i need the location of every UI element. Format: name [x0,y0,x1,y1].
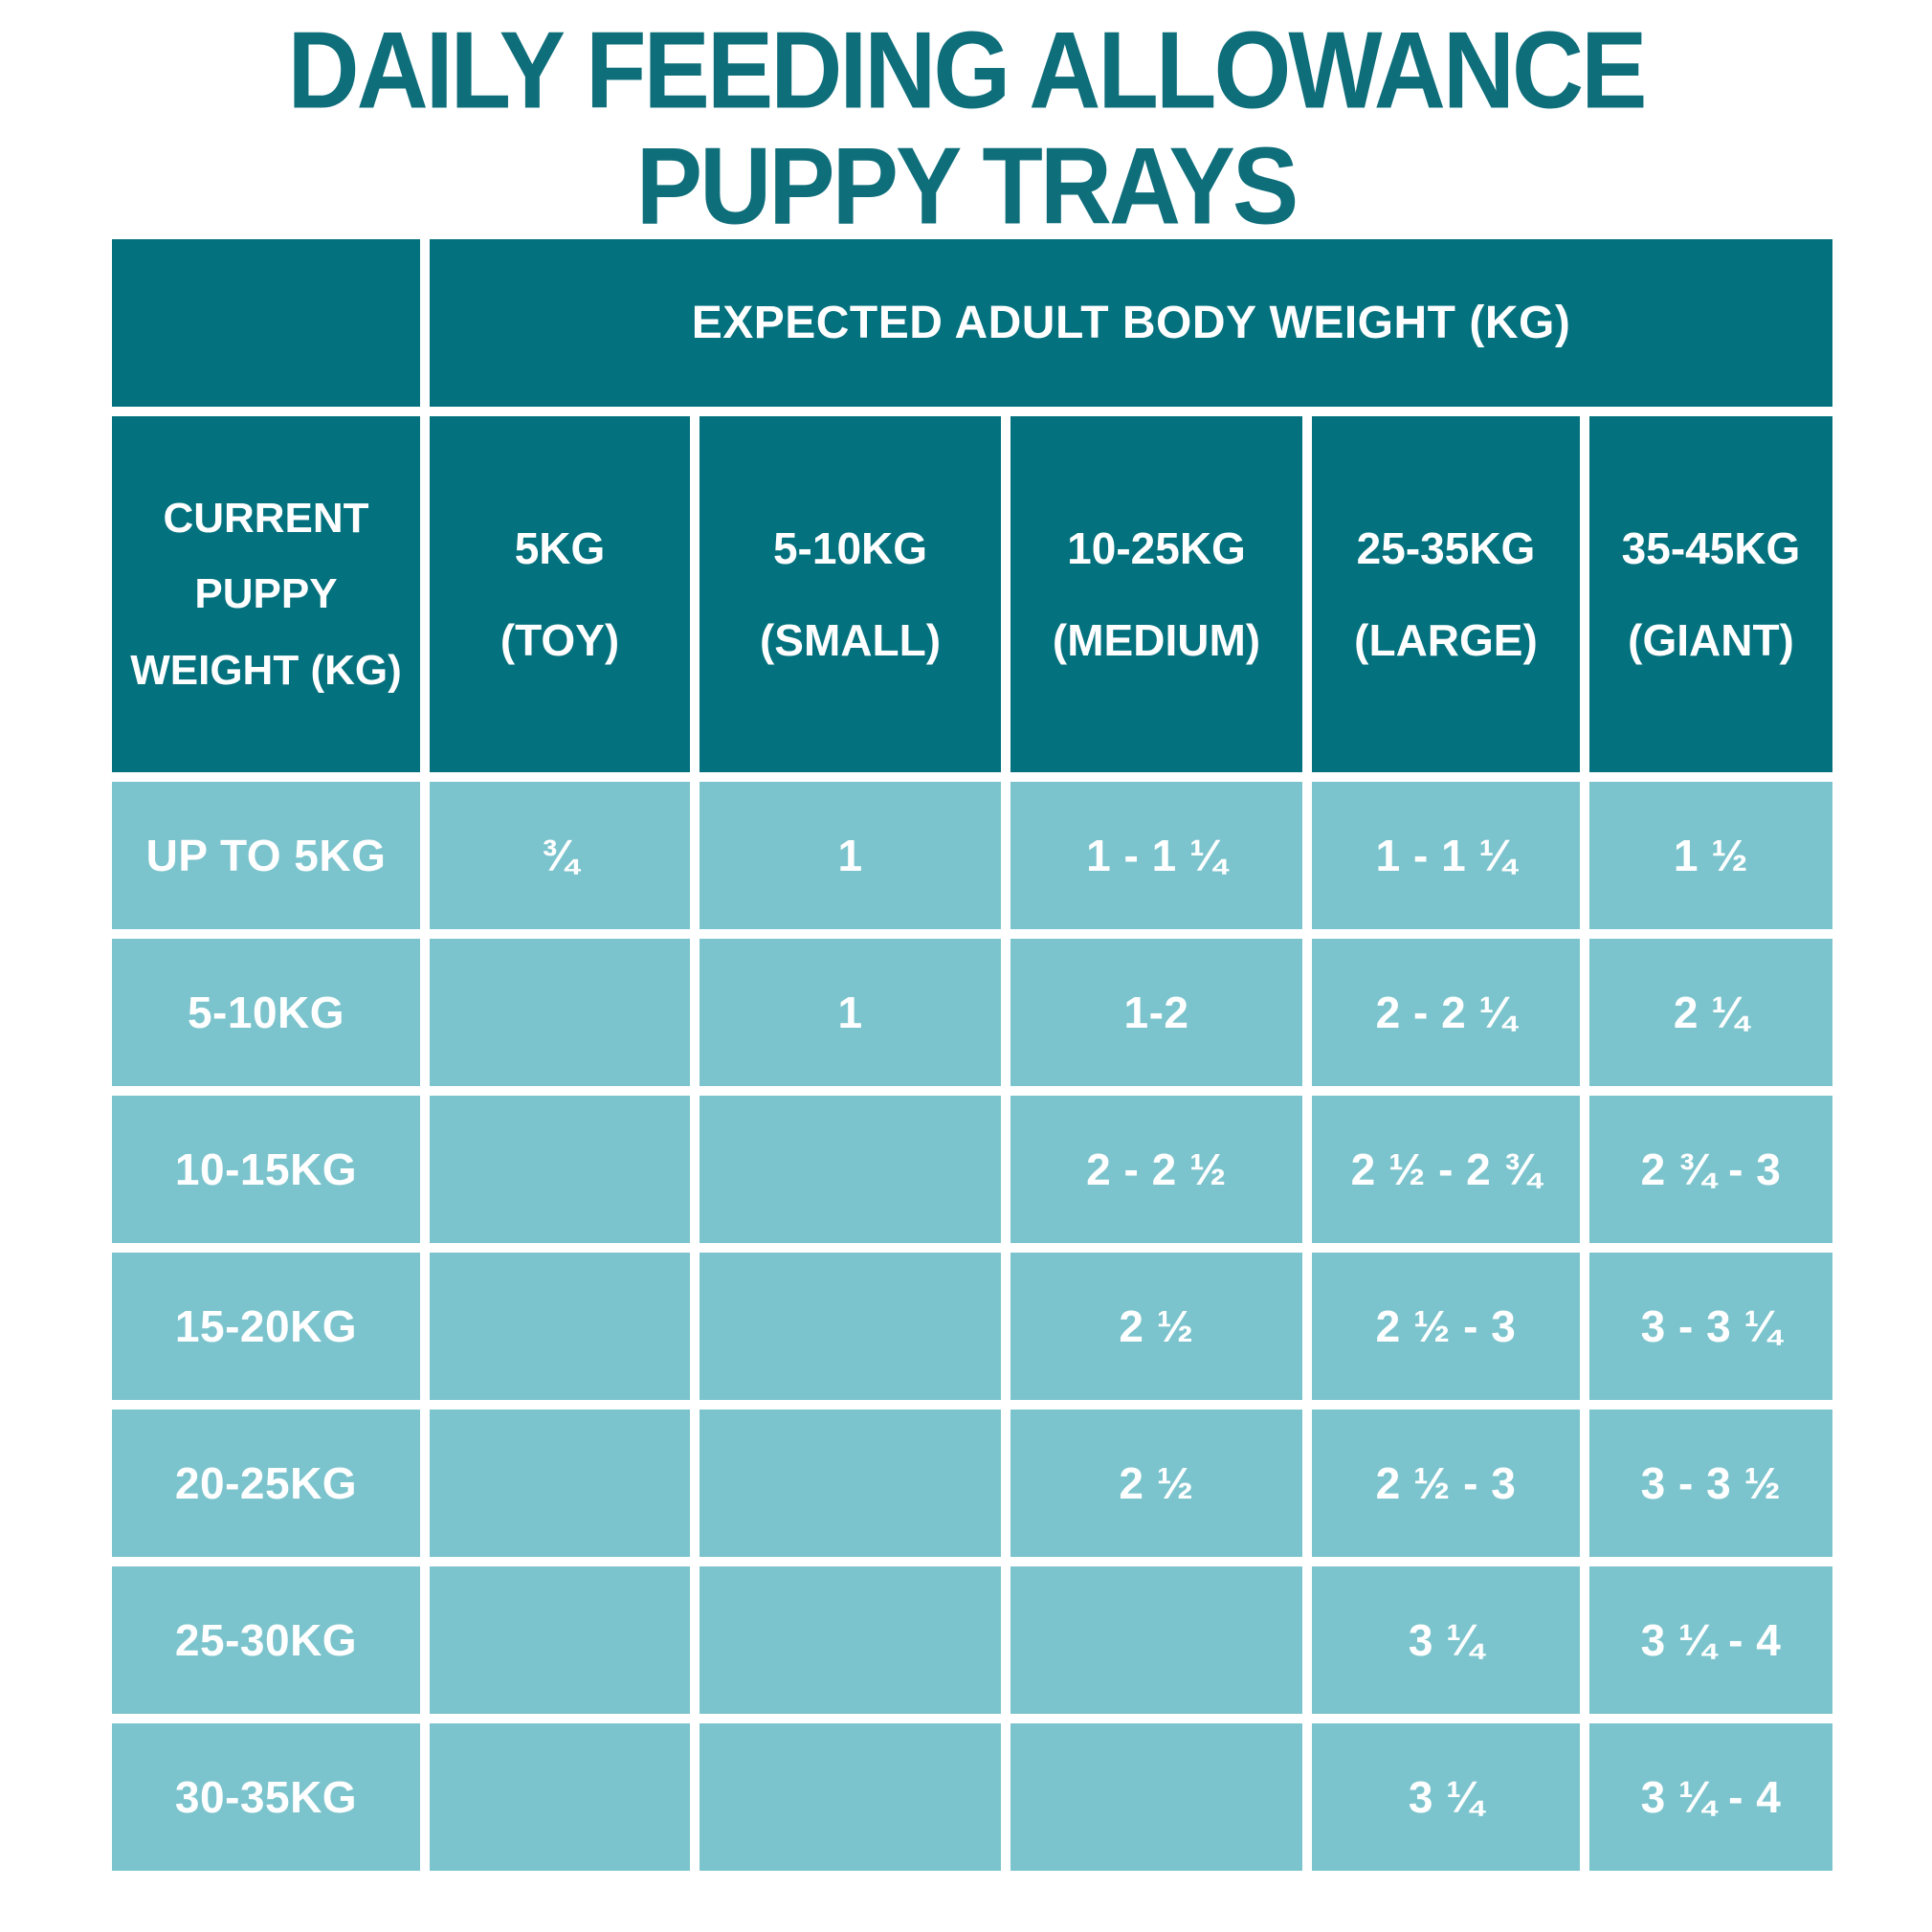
data-cell [430,1723,690,1871]
top-header-cell: EXPECTED ADULT BODY WEIGHT (KG) [430,239,1832,407]
data-cell [430,1253,690,1400]
col-header-current-puppy-weight: CURRENT PUPPY WEIGHT (KG) [112,416,420,772]
data-cell [430,939,690,1086]
col-header-large-size: (LARGE) [1354,615,1538,665]
data-cell-value: 2 ¾ - 3 [1640,1144,1782,1194]
data-cell [700,1096,1001,1243]
data-cell: ¾ [430,782,690,929]
data-cell-value: 1 - 1 ¼ [1086,831,1227,880]
row-label-text: 20-25KG [174,1458,358,1508]
row-label-text: UP TO 5KG [145,831,387,880]
data-cell-value: 2 - 2 ½ [1086,1144,1227,1194]
data-cell: 3 - 3 ¼ [1589,1253,1832,1400]
data-cell: 2 - 2 ½ [1010,1096,1302,1243]
col-header-large: 25-35KG (LARGE) [1312,416,1580,772]
data-cell-value: 2 ½ [1119,1301,1194,1351]
data-cell: 3 ¼ - 4 [1589,1566,1832,1714]
data-cell: 2 ½ - 3 [1312,1410,1580,1557]
data-cell-value: 2 ½ - 2 ¾ [1350,1144,1542,1194]
col-header-small-range: 5-10KG [772,523,928,573]
data-cell [1010,1566,1302,1714]
data-cell [430,1566,690,1714]
row-label: 30-35KG [112,1723,420,1871]
data-cell-value: 2 ½ [1119,1458,1194,1508]
data-cell-value: 1 [837,988,863,1037]
page-title: DAILY FEEDING ALLOWANCE PUPPY TRAYS [0,8,1932,247]
data-cell [430,1096,690,1243]
page-title-line2: PUPPY TRAYS [635,124,1299,248]
data-cell-value: 1 [837,831,863,880]
data-cell [700,1723,1001,1871]
data-cell-value: 3 ¼ [1408,1615,1484,1665]
data-cell: 3 - 3 ½ [1589,1410,1832,1557]
data-cell-value: 1 ½ [1673,831,1749,880]
data-cell: 2 ½ [1010,1410,1302,1557]
data-cell: 3 ¼ [1312,1723,1580,1871]
data-cell: 3 ¼ - 4 [1589,1723,1832,1871]
data-cell-value: ¾ [541,831,579,880]
col-header-toy-range: 5KG [514,523,606,573]
col-header-giant-size: (GIANT) [1628,615,1794,665]
row-label-text: 15-20KG [174,1301,358,1351]
data-cell-value: 3 - 3 ½ [1640,1458,1782,1508]
row-label-text: 5-10KG [187,988,345,1037]
col-header-small-size: (SMALL) [759,615,942,665]
col-header-medium-size: (MEDIUM) [1052,615,1261,665]
top-header-label: EXPECTED ADULT BODY WEIGHT (KG) [691,298,1571,348]
data-cell: 1 - 1 ¼ [1010,782,1302,929]
row-label: 10-15KG [112,1096,420,1243]
row-label-text: 30-35KG [174,1772,358,1822]
row-label: 20-25KG [112,1410,420,1557]
data-cell [430,1410,690,1557]
row-label: 15-20KG [112,1253,420,1400]
data-cell-value: 3 ¼ [1408,1772,1484,1822]
data-cell: 2 ¼ [1589,939,1832,1086]
data-cell-value: 2 ½ - 3 [1375,1301,1517,1351]
data-cell-value: 2 ¼ [1673,988,1749,1037]
data-cell [700,1566,1001,1714]
data-cell: 2 ½ - 2 ¾ [1312,1096,1580,1243]
data-cell: 2 ¾ - 3 [1589,1096,1832,1243]
corner-blank-cell [112,239,420,407]
col-header-small: 5-10KG (SMALL) [700,416,1001,772]
data-cell-value: 3 ¼ - 4 [1640,1772,1782,1822]
data-cell: 3 ¼ [1312,1566,1580,1714]
row-label: 5-10KG [112,939,420,1086]
data-cell: 2 - 2 ¼ [1312,939,1580,1086]
col-header-toy-size: (TOY) [500,615,620,665]
col-header-giant-range: 35-45KG [1621,523,1801,573]
col-header-toy: 5KG (TOY) [430,416,690,772]
data-cell-value: 1-2 [1123,988,1189,1037]
data-cell-value: 3 - 3 ¼ [1640,1301,1782,1351]
data-cell-value: 1 - 1 ¼ [1375,831,1517,880]
data-cell [1010,1723,1302,1871]
col-header-giant: 35-45KG (GIANT) [1589,416,1832,772]
data-cell: 1-2 [1010,939,1302,1086]
col-header-medium: 10-25KG (MEDIUM) [1010,416,1302,772]
data-cell-value: 2 ½ - 3 [1375,1458,1517,1508]
data-cell: 2 ½ - 3 [1312,1253,1580,1400]
row-label: 25-30KG [112,1566,420,1714]
row-label-text: 25-30KG [174,1615,358,1665]
data-cell-value: 3 ¼ - 4 [1640,1615,1782,1665]
row-label: UP TO 5KG [112,782,420,929]
row-label-text: 10-15KG [174,1144,358,1194]
data-cell [700,1410,1001,1557]
data-cell: 1 - 1 ¼ [1312,782,1580,929]
feeding-allowance-table: EXPECTED ADULT BODY WEIGHT (KG) CURRENT … [112,239,1832,1871]
col-header-current-puppy-weight-label: CURRENT PUPPY WEIGHT (KG) [130,495,402,694]
page-title-line1: DAILY FEEDING ALLOWANCE [287,10,1648,132]
col-header-large-range: 25-35KG [1356,523,1536,573]
data-cell: 1 [700,939,1001,1086]
data-cell-value: 2 - 2 ¼ [1375,988,1517,1037]
data-cell: 2 ½ [1010,1253,1302,1400]
data-cell [700,1253,1001,1400]
data-cell: 1 ½ [1589,782,1832,929]
col-header-medium-range: 10-25KG [1067,523,1246,573]
data-cell: 1 [700,782,1001,929]
